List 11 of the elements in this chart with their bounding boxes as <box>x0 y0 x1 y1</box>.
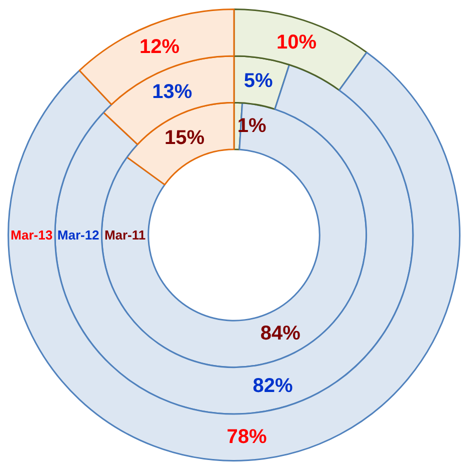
data-label: 78% <box>226 426 267 448</box>
data-label: 12% <box>139 36 180 58</box>
slice-label: Mar-11 <box>104 228 146 242</box>
slice-label: Mar-13 <box>10 228 53 242</box>
data-label: 5% <box>244 70 274 92</box>
data-label: 82% <box>252 374 293 397</box>
data-label: 15% <box>164 126 205 149</box>
data-label: 13% <box>152 81 192 104</box>
slice-label: Mar-12 <box>57 228 100 242</box>
data-label: 10% <box>276 32 317 54</box>
data-label: 84% <box>260 322 301 345</box>
